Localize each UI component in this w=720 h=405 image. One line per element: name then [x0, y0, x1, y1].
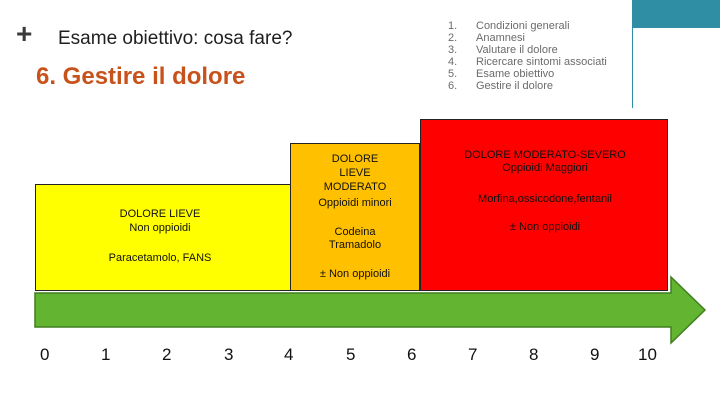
agenda-item-number: 4.: [448, 56, 458, 68]
scale-number: 3: [224, 345, 234, 364]
slide-header-title: Esame obiettivo: cosa fare?: [58, 28, 293, 49]
scale-number: 1: [101, 345, 111, 364]
agenda-item: 3. Valutare il dolore: [448, 44, 708, 56]
moderato-title-line1: DOLORE: [331, 153, 379, 165]
severo-subtitle: Oppioidi Maggiori: [502, 162, 588, 174]
agenda-item-number: 6.: [448, 80, 458, 92]
slide-main-title: 6. Gestire il dolore: [36, 63, 246, 90]
moderato-subtitle: Oppioidi minori: [318, 197, 392, 209]
moderato-title-line2: LIEVE: [339, 167, 371, 179]
agenda-item-number: 2.: [448, 32, 458, 44]
lieve-subtitle: Non oppioidi: [129, 222, 191, 234]
agenda-item-text: Esame obiettivo: [476, 68, 555, 80]
agenda-item-text: Condizioni generali: [476, 20, 570, 32]
agenda-item: 4. Ricercare sintomi associati: [448, 56, 708, 68]
moderato-drugs-line1: Codeina: [334, 226, 376, 238]
agenda-item: 6. Gestire il dolore: [448, 80, 708, 92]
agenda-item-text: Gestire il dolore: [476, 80, 554, 92]
scale-number: 5: [346, 345, 356, 364]
agenda-item-number: 5.: [448, 68, 458, 80]
scale-number: 4: [284, 345, 294, 364]
severo-extra: ± Non oppioidi: [509, 221, 581, 233]
scale-number: 0: [40, 345, 50, 364]
scale-number: 10: [638, 345, 657, 364]
agenda-item-text: Valutare il dolore: [476, 44, 558, 56]
moderato-drugs-line2: Tramadolo: [328, 239, 382, 251]
lieve-drugs: Paracetamolo, FANS: [108, 252, 212, 264]
scale-number: 2: [162, 345, 172, 364]
scale-number: 6: [407, 345, 417, 364]
lieve-title: DOLORE LIEVE: [119, 208, 201, 220]
divider-line: [632, 18, 633, 108]
agenda-list: 1. Condizioni generali 2. Anamnesi 3. Va…: [448, 20, 708, 92]
scale-number: 8: [529, 345, 539, 364]
plus-icon: +: [16, 18, 33, 49]
agenda-item-text: Ricercare sintomi associati: [476, 56, 607, 68]
agenda-item-number: 1.: [448, 20, 458, 32]
pain-scale-arrow-icon: [34, 275, 707, 345]
agenda-item: 2. Anamnesi: [448, 32, 708, 44]
agenda-item: 1. Condizioni generali: [448, 20, 708, 32]
severo-title: DOLORE MODERATO-SEVERO: [464, 149, 626, 161]
moderato-title-line3: MODERATO: [323, 181, 387, 193]
agenda-item-number: 3.: [448, 44, 458, 56]
scale-number: 7: [468, 345, 478, 364]
severo-drugs: Morfina,ossicodone,fentanil: [478, 193, 612, 205]
moderato-extra: ± Non oppioidi: [319, 268, 391, 280]
agenda-item-text: Anamnesi: [476, 32, 525, 44]
scale-number: 9: [590, 345, 600, 364]
accent-bar: [632, 0, 720, 28]
level-severo-box: [420, 119, 668, 291]
level-moderato-box: [290, 143, 420, 291]
agenda-item: 5. Esame obiettivo: [448, 68, 708, 80]
